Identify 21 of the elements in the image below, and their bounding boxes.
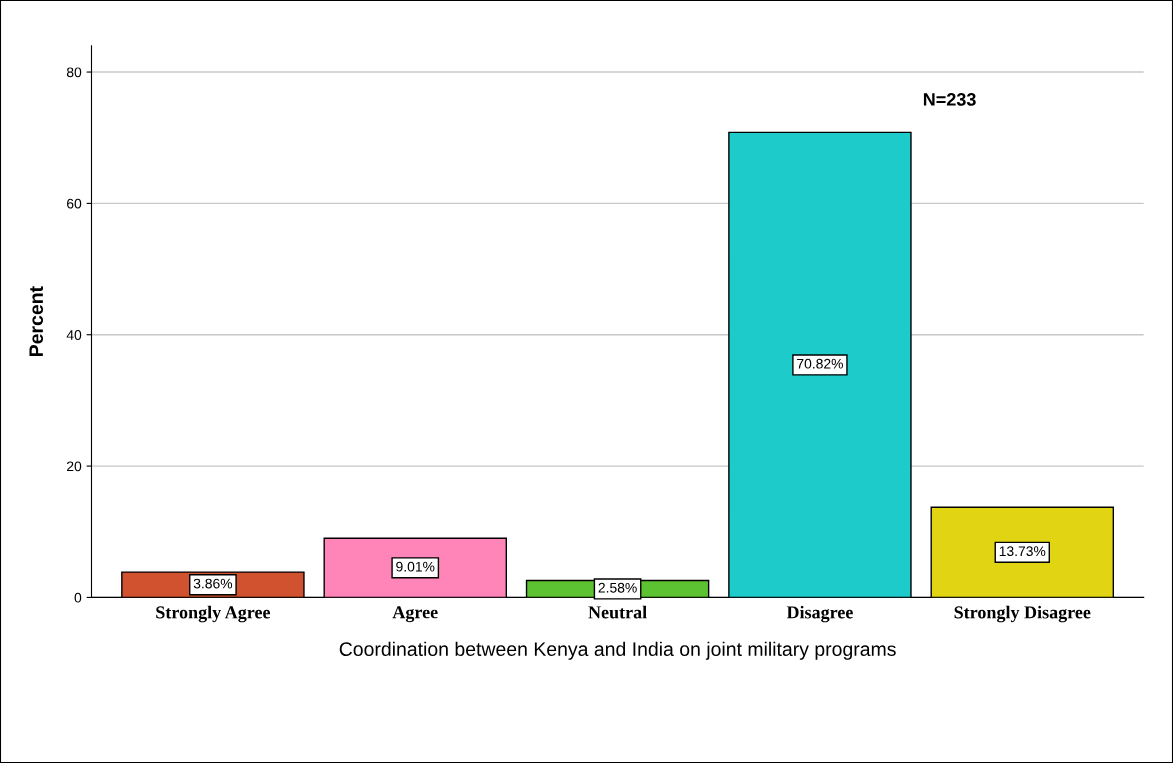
y-tick-label: 20 <box>67 461 82 472</box>
bar <box>728 131 912 598</box>
y-tick-label: 60 <box>67 198 82 209</box>
x-tick-label: Strongly Agree <box>156 605 271 623</box>
bar <box>930 506 1115 598</box>
bar <box>323 537 507 598</box>
data-label: 3.86% <box>193 578 233 589</box>
annotation: N=233 <box>923 93 976 106</box>
y-tick-label: 40 <box>66 330 82 340</box>
x-axis-title: Coordination between Kenya and India on joint military programs <box>339 641 896 660</box>
x-tick-label: Agree <box>392 606 438 623</box>
data-label: 2.58% <box>598 582 637 593</box>
data-label: 13.73% <box>999 546 1046 557</box>
y-tick-label: 80 <box>66 67 82 78</box>
x-tick-label: Neutral <box>588 605 647 619</box>
data-label: 9.01% <box>396 561 435 572</box>
data-label: 70.82% <box>797 358 843 369</box>
x-tick-label: Disagree <box>786 605 853 623</box>
y-axis-title: Percent <box>29 286 44 356</box>
x-tick-label: Strongly Disagree <box>954 605 1091 623</box>
y-tick-label: 0 <box>74 592 82 603</box>
